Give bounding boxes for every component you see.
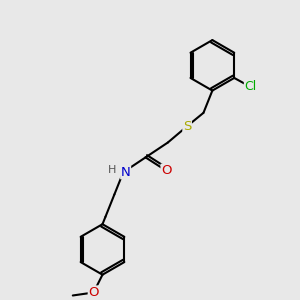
Text: H: H xyxy=(108,165,117,175)
Text: O: O xyxy=(161,164,172,177)
Text: Cl: Cl xyxy=(244,80,257,93)
Text: N: N xyxy=(121,166,130,179)
Text: O: O xyxy=(88,286,99,299)
Text: S: S xyxy=(183,120,191,133)
